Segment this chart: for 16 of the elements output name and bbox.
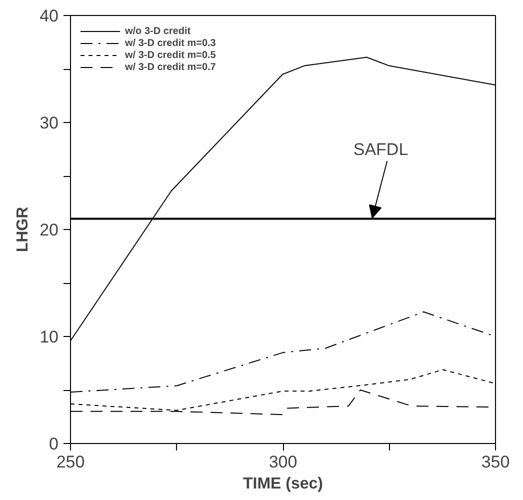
legend-label: w/ 3-D credit m=0.5: [125, 50, 216, 60]
y-tick-label: 30: [40, 114, 59, 132]
ref-line-label: SAFDL: [353, 140, 408, 159]
x-axis-title: TIME (sec): [242, 476, 324, 492]
y-tick-label: 20: [40, 220, 59, 240]
legend-label: w/ 3-D credit m=0.7: [125, 62, 216, 72]
legend-label: w/ 3-D credit m=0.3: [125, 38, 216, 48]
y-tick-label: 10: [40, 328, 59, 346]
y-tick-label: 40: [40, 6, 59, 26]
legend-label: w/o 3-D credit: [125, 26, 191, 36]
x-tick-label: 250: [56, 452, 85, 472]
y-tick-label: 0: [49, 434, 59, 454]
line-series: [70, 369, 496, 411]
x-tick-label: 300: [268, 452, 298, 472]
x-tick-label: 350: [481, 452, 510, 472]
y-axis-title: LHGR: [14, 206, 32, 252]
